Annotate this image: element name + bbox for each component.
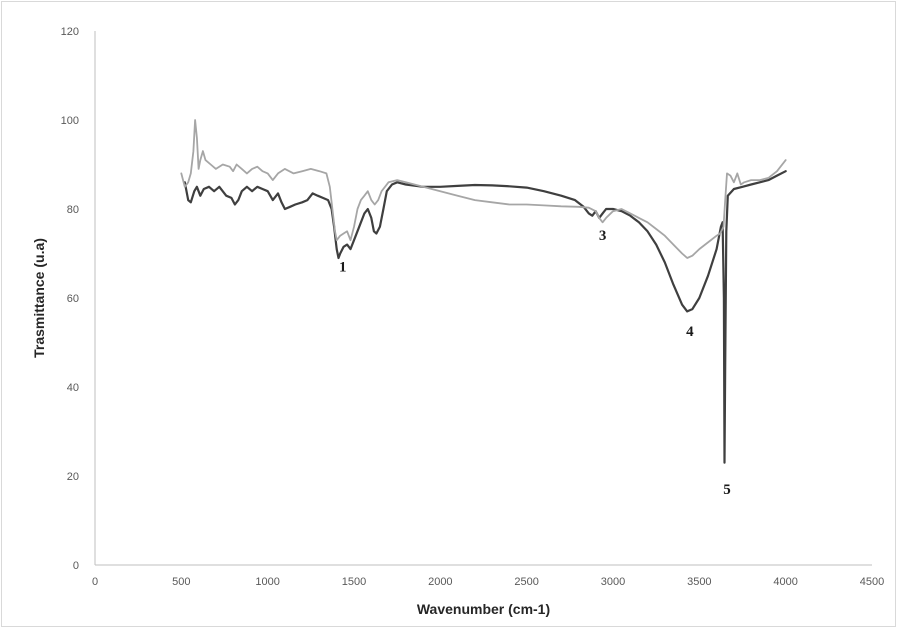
peak-label-3: 3 [599,228,607,244]
peak-label-1: 1 [339,259,347,275]
peak-label-5: 5 [723,482,731,498]
x-tick-label: 1000 [255,576,279,588]
y-tick-label: 80 [67,204,79,216]
x-tick-label: 4000 [773,576,797,588]
series-line-1 [183,170,787,464]
y-tick-label: 60 [67,293,79,305]
y-tick-label: 20 [67,471,79,483]
axes [94,31,872,566]
x-tick-label: 0 [92,576,98,588]
y-axis-title-group: Trasmittance (u.a) [31,238,47,358]
x-tick-label: 2000 [428,576,452,588]
x-tick-label: 2500 [514,576,538,588]
series-layer [180,119,787,464]
y-axis-title: Trasmittance (u.a) [31,238,47,358]
y-tick-label: 100 [61,115,79,127]
y-tick-label: 40 [67,382,79,394]
y-tick-labels: 0 20 40 60 80 100 120 [61,26,79,572]
x-tick-labels: 0 500 1000 1500 2000 2500 3000 3500 4000 4500 [92,576,884,588]
y-tick-label: 0 [73,560,79,572]
series-line-2 [180,119,787,259]
x-axis-title: Wavenumber (cm-1) [417,601,550,617]
annotation-layer: 1 3 4 5 [339,228,731,498]
x-tick-label: 1500 [342,576,366,588]
y-tick-label: 120 [61,26,79,38]
peak-label-4: 4 [686,324,694,340]
x-tick-label: 4500 [860,576,884,588]
x-tick-label: 3500 [687,576,711,588]
x-tick-label: 3000 [601,576,625,588]
x-tick-label: 500 [172,576,190,588]
